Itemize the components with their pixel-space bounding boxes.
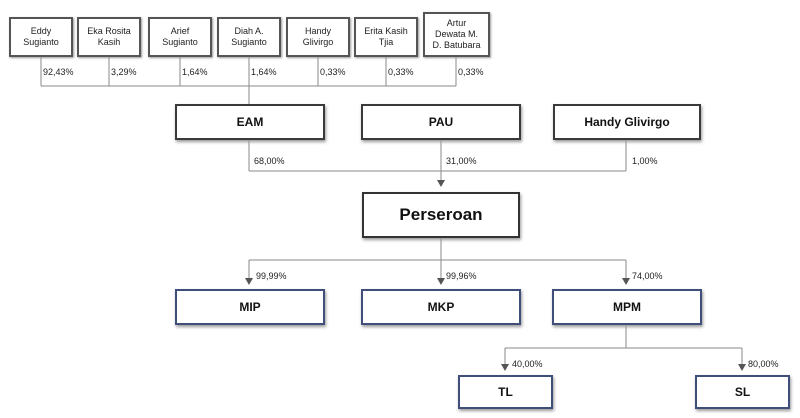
shareholder-box-diah-sugianto: Diah A. Sugianto [217,17,281,57]
ownership-pct-handy-glivirgo-holding: 1,00% [632,156,658,166]
subsidiary-box-mkp: MKP [361,289,521,325]
ownership-pct-mkp: 99,96% [446,271,477,281]
ownership-pct-eka-rosita-kasih: 3,29% [111,67,137,77]
ownership-pct-pau: 31,00% [446,156,477,166]
ownership-pct-mip: 99,99% [256,271,287,281]
holding-box-handy-glivirgo: Handy Glivirgo [553,104,701,140]
company-box-perseroan: Perseroan [362,192,520,238]
ownership-pct-handy-glivirgo: 0,33% [320,67,346,77]
shareholder-box-arief-sugianto: Arief Sugianto [148,17,212,57]
shareholder-box-eka-rosita-kasih: Eka Rosita Kasih [77,17,141,57]
shareholder-box-artur-batubara: Artur Dewata M. D. Batubara [423,12,490,57]
ownership-pct-artur-batubara: 0,33% [458,67,484,77]
shareholder-box-erita-kasih-tjia: Erita Kasih Tjia [354,17,418,57]
subsidiary-box-mpm: MPM [552,289,702,325]
ownership-pct-arief-sugianto: 1,64% [182,67,208,77]
ownership-pct-erita-kasih-tjia: 0,33% [388,67,414,77]
subsidiary-box-mip: MIP [175,289,325,325]
subsidiary-box-tl: TL [458,375,553,409]
shareholder-box-eddy-sugianto: Eddy Sugianto [9,17,73,57]
holding-box-eam: EAM [175,104,325,140]
ownership-pct-eam: 68,00% [254,156,285,166]
ownership-pct-mpm: 74,00% [632,271,663,281]
ownership-pct-eddy-sugianto: 92,43% [43,67,74,77]
shareholder-box-handy-glivirgo: Handy Glivirgo [286,17,350,57]
ownership-pct-diah-sugianto: 1,64% [251,67,277,77]
ownership-pct-sl: 80,00% [748,359,779,369]
subsidiary-box-sl: SL [695,375,790,409]
ownership-pct-tl: 40,00% [512,359,543,369]
holding-box-pau: PAU [361,104,521,140]
